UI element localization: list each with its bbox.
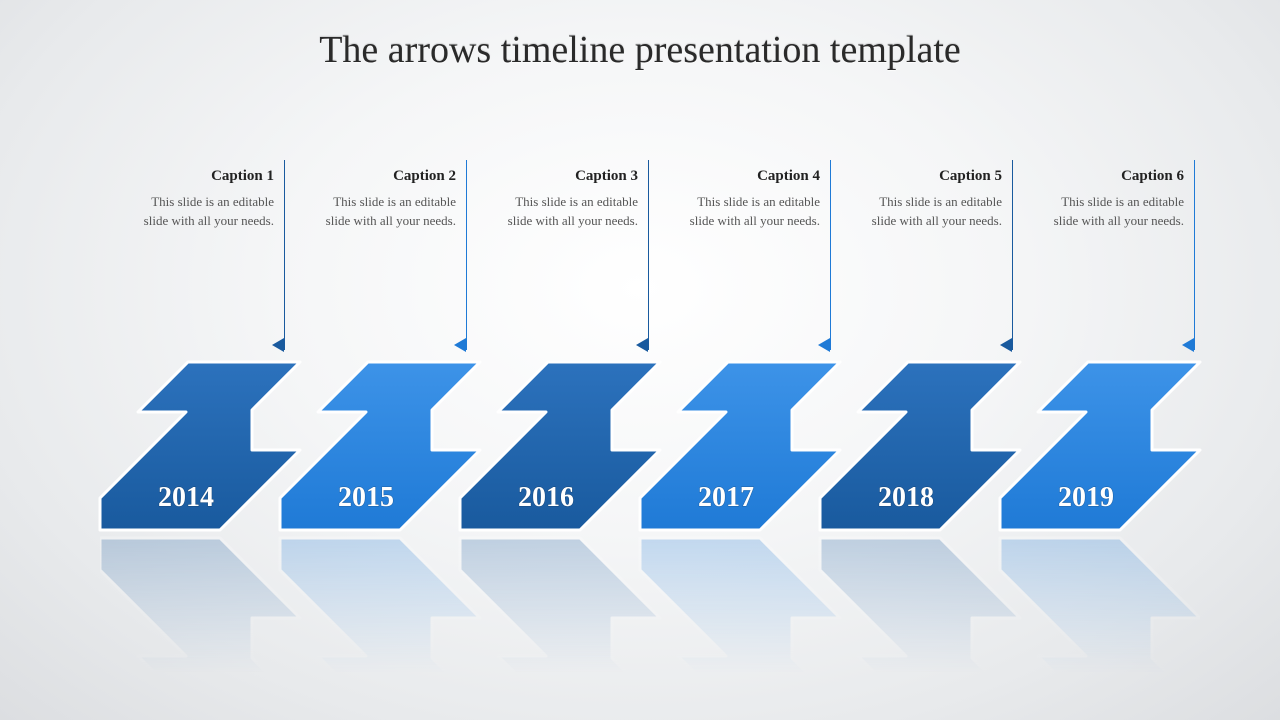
caption-title: Caption 3 [489,168,638,185]
caption-body: This slide is an editable slide with all… [307,193,456,231]
caption-body: This slide is an editable slide with all… [671,193,820,231]
timeline-arrow [640,538,840,706]
caption-pointer-icon [636,338,648,352]
timeline-year-label: 2015 [338,482,394,513]
timeline-year-label: 2016 [518,482,574,513]
caption-pointer-icon [1000,338,1012,352]
timeline-year-label: 2014 [158,482,214,513]
caption-body: This slide is an editable slide with all… [489,193,638,231]
caption-block: Caption 1 This slide is an editable slide… [115,160,285,350]
timeline-arrow [460,538,660,706]
caption-body: This slide is an editable slide with all… [1035,193,1184,231]
captions-row: Caption 1 This slide is an editable slide… [115,160,1195,350]
caption-block: Caption 3 This slide is an editable slide… [479,160,649,350]
slide-title: The arrows timeline presentation templat… [0,28,1280,72]
timeline-year-label: 2017 [698,482,754,513]
timeline-year-label: 2019 [1058,482,1114,513]
arrows-row: 2014 2015 2016 2017 2018 2019 [100,358,1200,538]
caption-title: Caption 2 [307,168,456,185]
timeline-arrow [1000,538,1200,706]
caption-block: Caption 2 This slide is an editable slide… [297,160,467,350]
caption-block: Caption 6 This slide is an editable slide… [1025,160,1195,350]
caption-block: Caption 5 This slide is an editable slide… [843,160,1013,350]
timeline-arrow [100,538,300,706]
caption-pointer-icon [1182,338,1194,352]
arrows-reflection [100,530,1200,710]
caption-body: This slide is an editable slide with all… [853,193,1002,231]
caption-block: Caption 4 This slide is an editable slide… [661,160,831,350]
timeline-year-label: 2018 [878,482,934,513]
caption-pointer-icon [454,338,466,352]
timeline-arrow [820,538,1020,706]
caption-title: Caption 4 [671,168,820,185]
caption-title: Caption 5 [853,168,1002,185]
timeline-arrow [280,538,480,706]
caption-title: Caption 1 [125,168,274,185]
caption-pointer-icon [818,338,830,352]
caption-pointer-icon [272,338,284,352]
caption-body: This slide is an editable slide with all… [125,193,274,231]
caption-title: Caption 6 [1035,168,1184,185]
